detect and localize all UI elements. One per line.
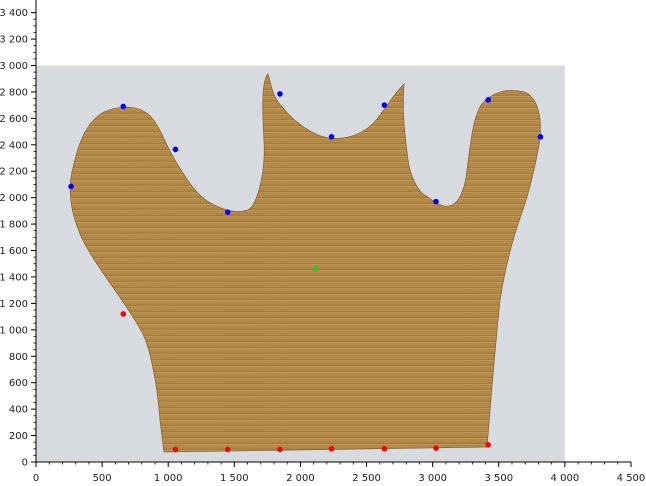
data-point [68, 183, 74, 190]
y-tick-label: 3 400 [0, 8, 28, 19]
y-tick-label: 2 600 [0, 114, 28, 125]
data-point [485, 442, 491, 448]
data-point [224, 446, 231, 453]
y-tick-label: 2 200 [0, 167, 28, 178]
data-point [381, 102, 388, 108]
y-tick-label: 1 600 [0, 246, 28, 257]
wood-grain-texture [70, 74, 541, 452]
y-tick-label: 600 [9, 378, 28, 389]
x-tick-label: 2 500 [352, 473, 381, 484]
x-tick-label: 4 500 [617, 473, 646, 484]
y-tick-label: 3 000 [0, 61, 28, 72]
data-points [68, 91, 544, 453]
y-tick-label: 3 200 [0, 35, 28, 46]
y-tick-label: 2 000 [0, 193, 28, 204]
data-point [433, 198, 439, 205]
data-point [328, 445, 335, 452]
x-tick-label: 0 [33, 473, 39, 484]
x-tick-label: 3 500 [484, 473, 513, 484]
data-point [312, 266, 319, 272]
y-tick-label: 400 [9, 405, 28, 416]
y-tick-label: 1 000 [0, 325, 28, 336]
x-tick-label: 3 000 [418, 473, 447, 484]
x-tick-label: 4 000 [551, 473, 580, 484]
y-tick-label: 0 [22, 458, 28, 469]
data-point [277, 91, 283, 97]
data-point [433, 445, 439, 451]
data-point [485, 97, 491, 103]
data-point [381, 445, 388, 452]
data-point [120, 311, 127, 317]
x-tick-label: 2 000 [286, 473, 315, 484]
x-tick-label: 1 500 [220, 473, 249, 484]
x-tick-label: 1 000 [154, 473, 183, 484]
data-point [172, 446, 179, 453]
data-point [224, 209, 231, 215]
y-tick-label: 200 [9, 431, 28, 442]
data-point [537, 134, 544, 140]
data-point [277, 446, 283, 453]
data-point [120, 103, 127, 110]
y-tick-label: 2 800 [0, 87, 28, 98]
data-point [172, 146, 179, 153]
x-tick-label: 500 [93, 473, 112, 484]
data-point [328, 134, 335, 140]
photo-background [36, 65, 565, 463]
y-tick-label: 1 200 [0, 299, 28, 310]
y-tick-label: 1 400 [0, 272, 28, 283]
y-tick-label: 2 400 [0, 140, 28, 151]
y-tick-label: 800 [9, 352, 28, 363]
y-tick-label: 1 800 [0, 220, 28, 231]
